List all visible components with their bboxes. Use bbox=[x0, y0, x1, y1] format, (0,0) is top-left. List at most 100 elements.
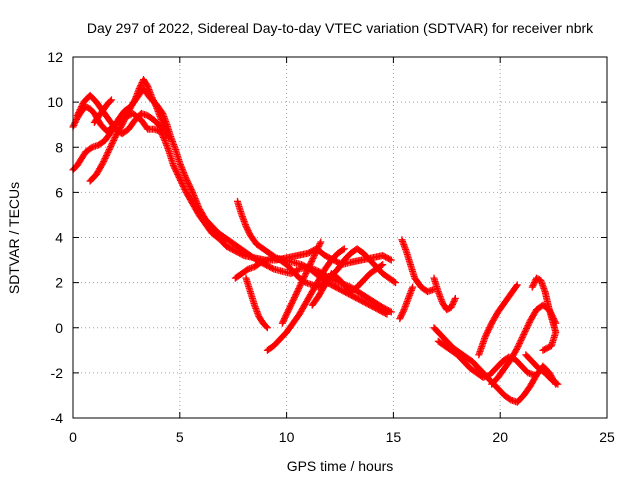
plus-marker bbox=[174, 170, 182, 178]
plus-marker bbox=[288, 300, 296, 308]
plus-marker bbox=[520, 331, 528, 339]
plus-marker bbox=[305, 262, 313, 270]
plus-marker bbox=[170, 163, 178, 171]
plus-marker bbox=[451, 294, 459, 302]
plus-marker bbox=[262, 323, 270, 331]
grid-lines bbox=[73, 57, 607, 418]
plus-marker bbox=[243, 224, 251, 232]
plus-marker bbox=[118, 121, 126, 129]
plus-marker bbox=[513, 281, 521, 289]
plus-marker bbox=[383, 310, 391, 318]
plus-marker bbox=[287, 301, 295, 309]
y-tick-label: -2 bbox=[51, 365, 64, 381]
plus-marker bbox=[448, 300, 456, 308]
plus-marker bbox=[70, 120, 78, 128]
plus-marker bbox=[242, 222, 250, 230]
plus-marker bbox=[512, 282, 520, 290]
plus-marker bbox=[308, 256, 316, 264]
plus-marker bbox=[522, 326, 530, 334]
plus-marker bbox=[150, 98, 158, 106]
plus-marker bbox=[305, 264, 313, 272]
plus-marker bbox=[173, 169, 181, 177]
plus-marker bbox=[339, 246, 347, 254]
plus-marker bbox=[311, 250, 319, 258]
plus-marker bbox=[397, 313, 405, 321]
plus-marker bbox=[130, 97, 138, 105]
plus-marker bbox=[290, 295, 298, 303]
plus-marker bbox=[278, 319, 286, 327]
plus-marker bbox=[515, 340, 523, 348]
plus-marker bbox=[291, 292, 299, 300]
plus-marker bbox=[290, 294, 298, 302]
plus-marker bbox=[539, 346, 547, 354]
plus-marker bbox=[159, 133, 167, 141]
y-tick-label: -4 bbox=[51, 410, 64, 426]
plus-marker bbox=[448, 302, 456, 310]
plus-marker bbox=[110, 136, 118, 144]
plus-marker bbox=[75, 107, 83, 115]
chart-title: Day 297 of 2022, Sidereal Day-to-day VTE… bbox=[87, 20, 594, 36]
plus-marker bbox=[135, 85, 143, 93]
plus-marker bbox=[165, 134, 173, 142]
plus-marker bbox=[102, 152, 110, 160]
plus-marker bbox=[398, 310, 406, 318]
y-tick-label: 6 bbox=[55, 184, 63, 200]
plus-marker bbox=[172, 167, 180, 175]
plus-marker bbox=[306, 261, 314, 269]
plus-marker bbox=[300, 273, 308, 281]
plus-marker bbox=[340, 245, 348, 253]
plus-marker bbox=[518, 335, 526, 343]
plus-marker bbox=[304, 265, 312, 273]
plus-marker bbox=[188, 187, 196, 195]
plus-marker bbox=[553, 379, 561, 387]
plus-marker bbox=[162, 129, 170, 137]
plus-marker bbox=[447, 303, 455, 311]
plus-marker bbox=[120, 118, 128, 126]
plus-marker bbox=[482, 331, 490, 339]
plus-marker bbox=[399, 309, 407, 317]
plus-marker bbox=[313, 246, 321, 254]
plus-marker bbox=[180, 184, 188, 192]
plus-marker bbox=[281, 313, 289, 321]
plus-marker bbox=[289, 297, 297, 305]
plus-marker bbox=[136, 83, 144, 91]
plus-marker bbox=[183, 176, 191, 184]
plus-marker bbox=[73, 112, 81, 120]
plus-marker bbox=[292, 291, 300, 299]
plus-marker bbox=[149, 97, 157, 105]
plus-marker bbox=[157, 115, 165, 123]
plus-marker bbox=[379, 261, 387, 269]
plus-marker bbox=[390, 278, 398, 286]
plus-marker bbox=[519, 332, 527, 340]
plus-marker bbox=[185, 181, 193, 189]
plus-marker bbox=[110, 135, 118, 143]
plus-marker bbox=[107, 96, 115, 104]
plus-marker bbox=[486, 324, 494, 332]
plus-marker bbox=[483, 330, 491, 338]
plus-marker bbox=[515, 341, 523, 349]
y-tick-labels: -4 -2 0 2 4 6 8 10 12 bbox=[47, 49, 63, 426]
plus-marker bbox=[315, 243, 323, 251]
plus-marker bbox=[159, 118, 167, 126]
plus-marker bbox=[186, 182, 194, 190]
plus-marker bbox=[174, 172, 182, 180]
plus-marker bbox=[299, 276, 307, 284]
plus-marker bbox=[303, 267, 311, 275]
plus-marker bbox=[171, 164, 179, 172]
plus-marker bbox=[107, 142, 115, 150]
plus-marker bbox=[283, 309, 291, 317]
plus-marker bbox=[101, 155, 109, 163]
plus-marker bbox=[516, 338, 524, 346]
plus-marker bbox=[286, 303, 294, 311]
plus-marker bbox=[137, 82, 145, 90]
plus-marker bbox=[158, 117, 166, 125]
plus-marker bbox=[106, 97, 114, 105]
plus-marker bbox=[530, 371, 538, 379]
plus-marker bbox=[184, 178, 192, 186]
x-tick-label: 5 bbox=[176, 429, 184, 445]
plus-marker bbox=[528, 283, 536, 291]
plus-marker bbox=[283, 310, 291, 318]
plus-marker bbox=[387, 308, 395, 316]
plus-marker bbox=[392, 279, 400, 287]
